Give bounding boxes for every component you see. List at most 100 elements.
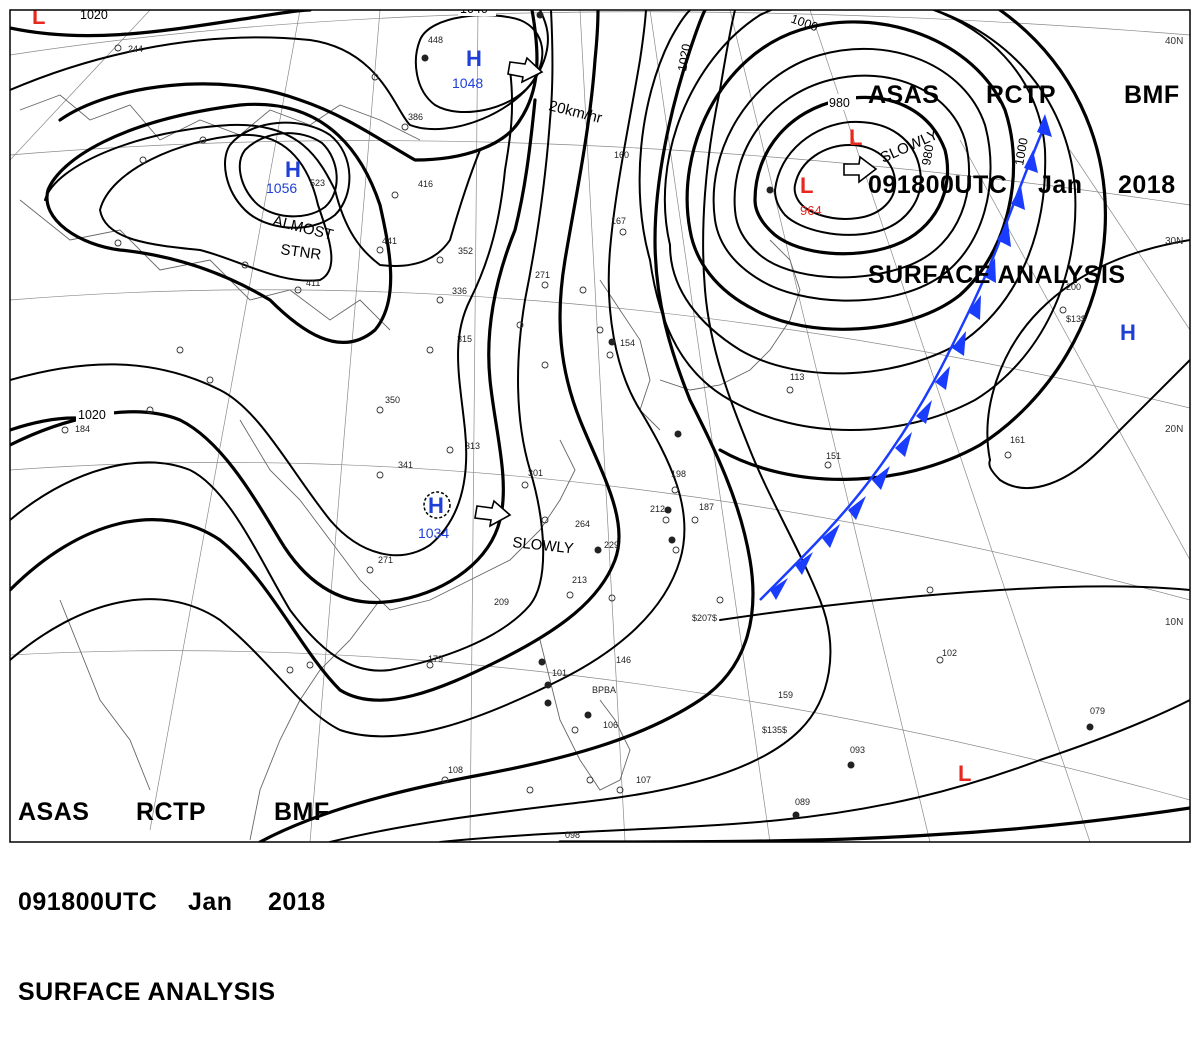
station-value: 523 [310,178,325,188]
high-symbol: H [466,46,482,71]
station-value: 336 [452,286,467,296]
header-top-right: ASAS RCTP BMF 091800UTC Jan 2018 SURFACE… [868,20,1180,320]
high-pressure-center: H 1034 [418,491,451,541]
station-value: 386 [408,112,423,122]
station-value: 187 [699,502,714,512]
station-value: 229 [604,540,619,550]
weather-map: 244 448 386 523 416 441 352 336 315 350 … [9,2,1191,843]
isobar-label: 980 [829,96,850,110]
motion-arrows [474,56,878,528]
station-markers [61,44,1067,794]
low-pressure-center: L 964 [800,173,822,218]
low-symbol: L [32,4,45,29]
isobar-label: 1040 [460,2,488,16]
station-value: 350 [385,395,400,405]
high-pressure-center: H 1048 [452,46,483,91]
station-value: $135$ [762,725,787,735]
station-value: 102 [942,648,957,658]
station-value: 167 [611,216,626,226]
station-value: 209 [494,597,509,607]
high-symbol: H [285,157,301,182]
station-value: 160 [614,150,629,160]
station-value: 441 [382,236,397,246]
station-labels: 244 448 386 523 416 441 352 336 315 350 … [75,35,1105,840]
station-value: 271 [535,270,550,280]
high-symbol: H [428,493,444,518]
header-code: BMF [274,798,330,826]
station-value: 179 [428,654,443,664]
lat-label: 40N [1165,36,1183,47]
station-value: 089 [795,797,810,807]
station-value: 313 [465,441,480,451]
station-value: 448 [428,35,443,45]
isobar-label: 1020 [78,408,106,422]
station-value: 315 [457,334,472,344]
isobar-label: 980 [919,144,936,167]
header-month: Jan [1038,171,1083,199]
header-title: SURFACE ANALYSIS [18,978,276,1006]
station-value: 093 [850,745,865,755]
isobars [10,10,1190,842]
high-value: 1048 [452,75,483,91]
station-value: 244 [128,44,143,54]
station-value: 301 [528,468,543,478]
low-value: 964 [800,203,822,218]
station-value: 161 [1010,435,1025,445]
station-value: 107 [636,775,651,785]
station-value: $207$ [692,613,717,623]
lat-label: 20N [1165,424,1183,435]
low-symbol: L [800,173,813,198]
station-value: 079 [1090,706,1105,716]
high-pressure-center: H 1056 [266,157,301,196]
station-value: 200 [1066,282,1081,292]
low-symbol: L [849,125,862,150]
station-value: 198 [671,469,686,479]
header-station: RCTP [136,798,207,826]
station-value: 264 [575,519,590,529]
movement-label: STNR [279,241,322,264]
isobar-label: 1000 [1012,137,1031,167]
station-value: 113 [790,372,804,382]
station-markers-filled [421,11,1094,819]
lat-label: 10N [1165,617,1183,628]
isobar-label: 1020 [675,43,694,73]
station-value: 271 [378,555,393,565]
graticule [10,10,1190,842]
header-bottom-left: ASAS RCTP BMF 091800UTC Jan 2018 SURFACE… [18,737,330,1037]
high-symbol: H [1120,320,1136,345]
station-value: 213 [572,575,587,585]
header-month: Jan [188,888,233,916]
lat-label: 30N [1165,236,1183,247]
station-value: 108 [448,765,463,775]
header-station: RCTP [986,81,1057,109]
arrow-icon [474,499,512,528]
station-value: 146 [616,655,631,665]
header-time: 091800UTC [18,888,158,916]
station-value: 352 [458,246,473,256]
station-value: 106 [603,720,618,730]
header-agency: ASAS [18,798,90,826]
station-value: 154 [620,338,635,348]
header-title: SURFACE ANALYSIS [868,261,1126,289]
station-value: 341 [398,460,413,470]
station-value: 098 [565,830,580,840]
header-year: 2018 [1118,171,1176,199]
header-time: 091800UTC [868,171,1008,199]
high-value: 1034 [418,525,449,541]
header-code: BMF [1124,81,1180,109]
low-symbol: L [958,761,971,786]
pressure-centers: H 1048 H 1056 H 1034 L 964 L L L H [32,4,1136,786]
arrow-icon [507,56,544,84]
station-value: 101 [552,668,567,678]
station-value: 184 [75,424,90,434]
isobar-labels: 1020 1040 1020 1000 980 980 1000 1020 [76,2,1031,422]
station-value: 151 [826,451,841,461]
map-border [9,9,1191,843]
station-value: 411 [306,278,320,288]
arrow-icon [843,155,878,184]
station-value: 212 [650,504,665,514]
header-year: 2018 [268,888,326,916]
station-value: 416 [418,179,433,189]
high-value: 1056 [266,180,297,196]
cold-front [759,114,1052,601]
